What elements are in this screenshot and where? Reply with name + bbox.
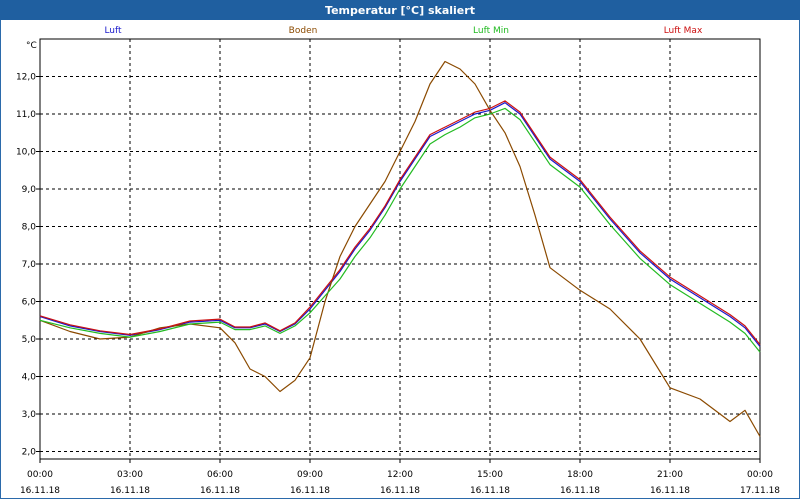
y-tick-label: 7,0 [22, 260, 37, 270]
series-lines [39, 60, 761, 437]
y-tick-label: 6,0 [22, 298, 37, 308]
y-tick-label: 12,0 [16, 73, 36, 83]
y-tick-label: 4,0 [22, 373, 37, 383]
x-tick-time-label: 00:00 [747, 470, 773, 480]
series-line-luft-max [39, 100, 761, 345]
x-tick-time-label: 00:00 [27, 470, 53, 480]
series-line-boden [39, 60, 761, 437]
x-tick-date-label: 16.11.18 [560, 486, 600, 496]
x-tick-date-label: 17.11.18 [740, 486, 780, 496]
legend-label-luft: Luft [104, 26, 122, 36]
x-tick-time-label: 18:00 [567, 470, 593, 480]
y-tick-labels: 2,0 3,0 4,0 5,0 6,0 7,0 8,0 9,0 10,0 11,0 12,0 °C [16, 41, 37, 458]
x-tick-time-label: 15:00 [477, 470, 503, 480]
plot-area-border [39, 38, 761, 460]
legend-label-luft-max: Luft Max [664, 26, 703, 36]
x-tick-date-label: 16.11.18 [650, 486, 690, 496]
y-tick-label: 9,0 [22, 185, 37, 195]
x-tick-time-label: 12:00 [387, 470, 413, 480]
x-tick-date-label: 16.11.18 [380, 486, 420, 496]
y-tick-label: 5,0 [22, 335, 37, 345]
y-axis-unit: °C [26, 41, 37, 51]
x-tick-time-label: 06:00 [207, 470, 233, 480]
series-line-luft [39, 102, 761, 347]
y-tick-label: 2,0 [22, 448, 37, 458]
x-tick-time-label: 03:00 [117, 470, 143, 480]
chart-title: Temperatur [°C] skaliert [0, 0, 800, 20]
x-tick-date-label: 16.11.18 [470, 486, 510, 496]
axes [36, 38, 761, 463]
series-line-luft-min [39, 107, 761, 353]
x-tick-date-label: 16.11.18 [290, 486, 330, 496]
x-tick-date-label: 16.11.18 [110, 486, 150, 496]
gridlines [40, 39, 760, 459]
x-tick-date-label: 16.11.18 [200, 486, 240, 496]
legend-label-boden: Boden [289, 26, 318, 36]
legend: Luft Boden Luft Min Luft Max [104, 26, 703, 36]
x-tick-time-label: 21:00 [657, 470, 683, 480]
x-tick-date-label: 16.11.18 [20, 486, 60, 496]
y-tick-label: 8,0 [22, 223, 37, 233]
y-tick-label: 10,0 [16, 148, 36, 158]
legend-label-luft-min: Luft Min [473, 26, 509, 36]
x-tick-labels: 00:00 16.11.18 03:00 16.11.18 06:00 16.11.18 0… [20, 470, 780, 496]
y-tick-label: 11,0 [16, 110, 36, 120]
x-tick-time-label: 09:00 [297, 470, 323, 480]
y-tick-label: 3,0 [22, 410, 37, 420]
